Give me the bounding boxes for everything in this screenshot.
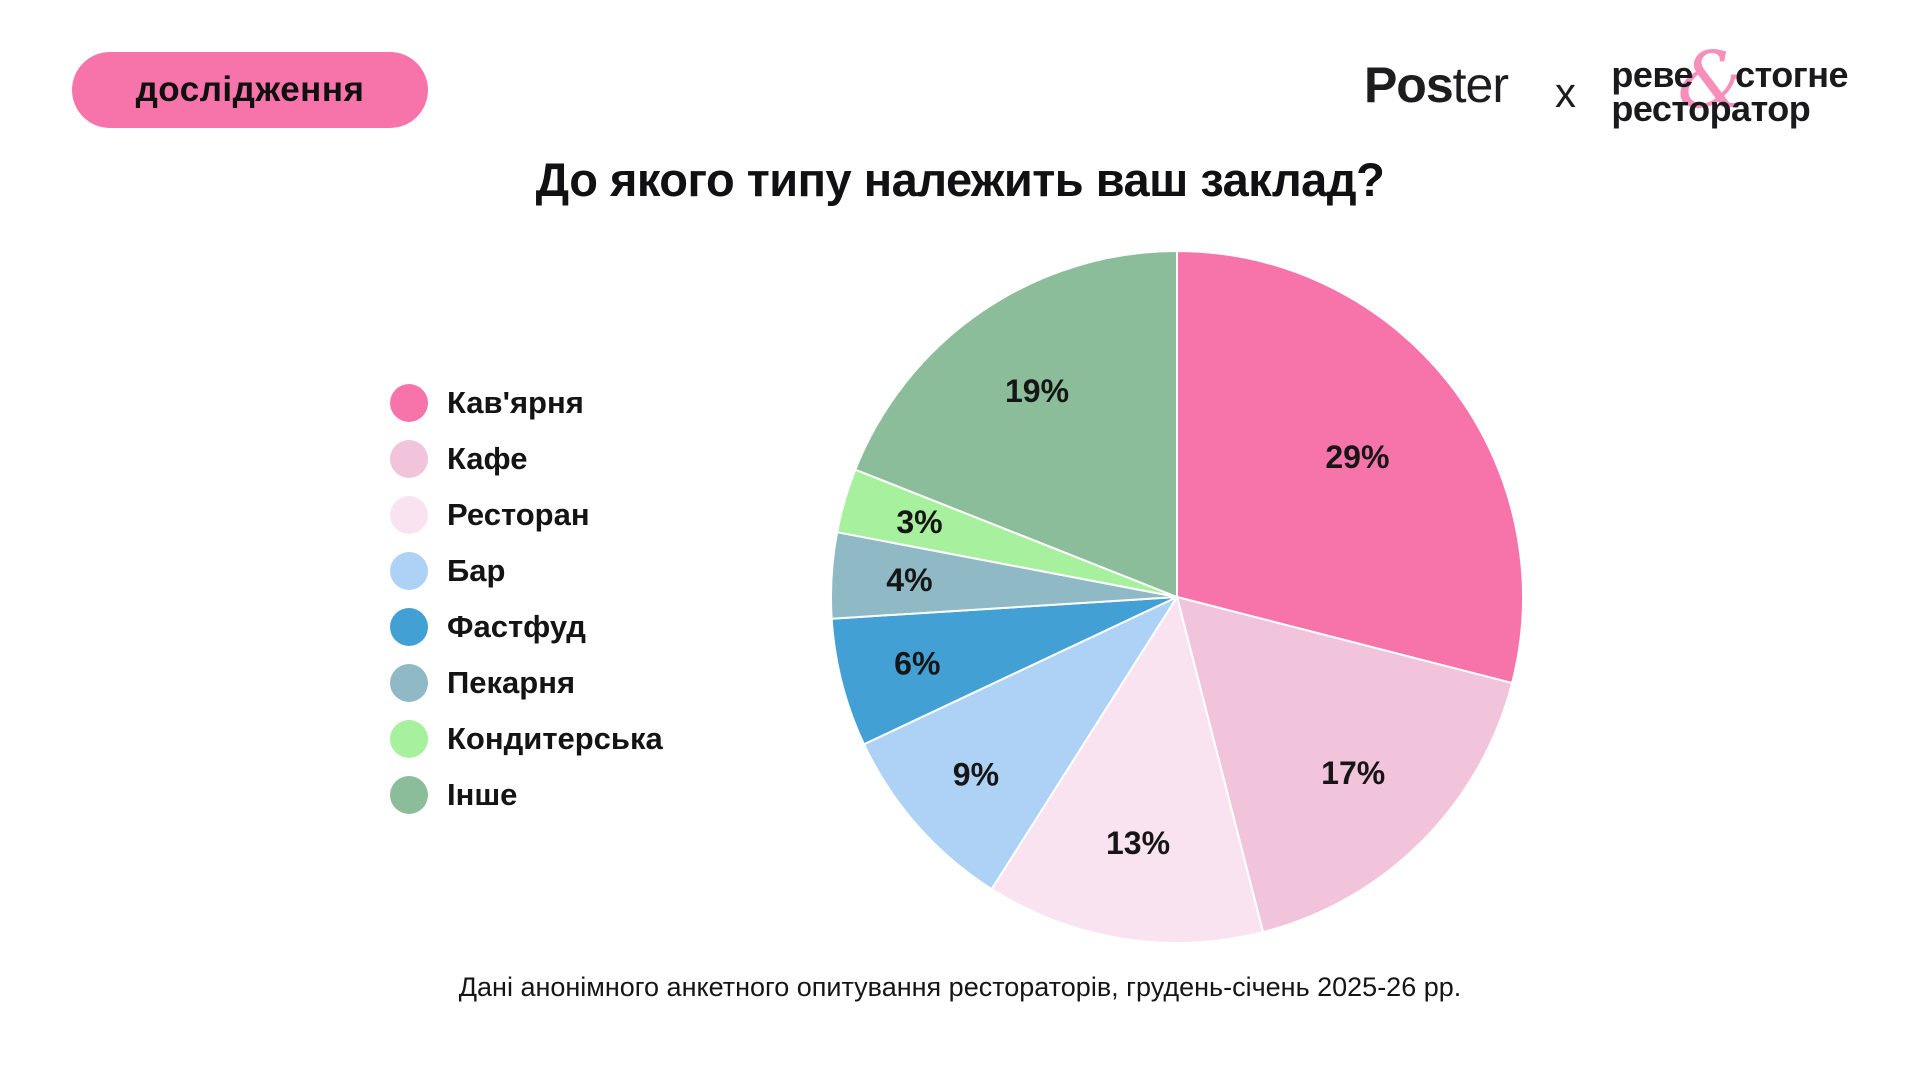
legend-swatch-icon <box>390 720 428 758</box>
legend-label: Кафе <box>447 441 528 476</box>
pie-value-label: 6% <box>894 646 940 682</box>
pie-slice-5 <box>830 596 1178 746</box>
partner-word-stohne: стогне <box>1735 54 1848 95</box>
legend-item-6: Пекарня <box>390 664 663 702</box>
poster-logo: Poster <box>1363 57 1509 113</box>
partner-word-reve: реве <box>1611 54 1694 95</box>
legend-item-1: Кав'ярня <box>390 384 663 422</box>
pie-chart: 29% 17% 13% 9% 6% 4% 3% 19% <box>830 250 1524 944</box>
legend-item-8: Інше <box>390 776 663 814</box>
legend-swatch-icon <box>390 384 428 422</box>
legend-swatch-icon <box>390 608 428 646</box>
legend-swatch-icon <box>390 440 428 478</box>
legend-label: Інше <box>447 777 518 812</box>
legend-item-2: Кафе <box>390 440 663 478</box>
legend-item-7: Кондитерська <box>390 720 663 758</box>
legend-label: Бар <box>447 553 506 588</box>
legend-swatch-icon <box>390 552 428 590</box>
partner-logo: & реве стогне ресторатор <box>1611 42 1848 129</box>
chart-legend: Кав'ярня Кафе Ресторан Бар Фастфуд Пекарня Кон… <box>390 384 663 832</box>
pie-slice-1 <box>1176 250 1524 685</box>
research-badge: дослідження <box>72 52 428 128</box>
pie-slice-8 <box>854 250 1178 598</box>
source-note: Дані анонімного анкетного опитування рес… <box>458 972 1462 1002</box>
legend-label: Кав'ярня <box>447 385 584 420</box>
legend-item-5: Фастфуд <box>390 608 663 646</box>
legend-label: Ресторан <box>447 497 590 532</box>
partner-logo-line1: реве стогне <box>1611 57 1848 93</box>
pie-slice-3 <box>990 596 1265 944</box>
poster-logo-light-part: ter <box>1452 57 1509 113</box>
pie-slice-4 <box>862 596 1178 891</box>
logo-separator-x: x <box>1555 69 1576 116</box>
legend-swatch-icon <box>390 664 428 702</box>
legend-swatch-icon <box>390 776 428 814</box>
legend-label: Пекарня <box>447 665 576 700</box>
chart-title: До якого типу належить ваш заклад? <box>535 153 1385 206</box>
pie-slice-2 <box>1176 596 1514 934</box>
pie-value-label: 19% <box>1005 373 1069 409</box>
pie-value-label: 4% <box>886 562 932 598</box>
legend-swatch-icon <box>390 496 428 534</box>
pie-value-label: 13% <box>1106 825 1170 861</box>
legend-label: Кондитерська <box>447 721 663 756</box>
poster-logo-bold-part: Pos <box>1363 57 1454 113</box>
pie-value-label: 3% <box>896 504 942 540</box>
partner-logo-line2: ресторатор <box>1611 88 1811 129</box>
legend-item-3: Ресторан <box>390 496 663 534</box>
pie-value-label: 9% <box>953 756 999 792</box>
legend-item-4: Бар <box>390 552 663 590</box>
legend-label: Фастфуд <box>447 609 586 644</box>
pie-value-label: 29% <box>1325 439 1389 475</box>
pie-value-label: 17% <box>1321 755 1385 791</box>
ampersand-icon: & <box>1677 36 1747 126</box>
